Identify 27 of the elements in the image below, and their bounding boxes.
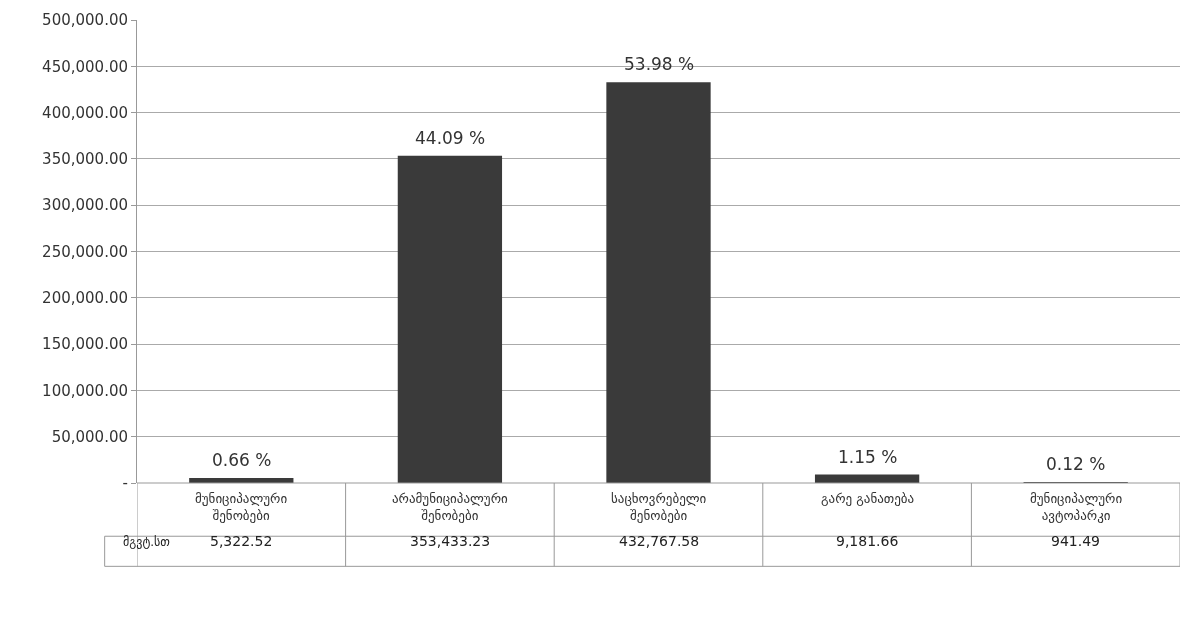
y-tick-label: 250,000.00	[42, 242, 128, 261]
data-label: 941.49	[1051, 533, 1100, 549]
annotation: 1.15 %	[838, 447, 898, 467]
y-tick-label: -	[122, 474, 128, 493]
y-tick-label: 50,000.00	[51, 427, 128, 446]
x-tick-label: გარე განათება	[821, 491, 915, 506]
x-tick-label: მუნიციპალური შენობები	[195, 491, 288, 523]
data-label: 5,322.52	[210, 533, 273, 549]
y-tick-label: 150,000.00	[42, 335, 128, 354]
x-tick-label: საცხოვრებელი შენობები	[611, 491, 707, 523]
annotation: 44.09 %	[415, 128, 486, 148]
y-tick-label: 400,000.00	[42, 103, 128, 122]
x-tick-label: მუნიციპალური ავტოპარკი	[1030, 491, 1123, 523]
text: მგვტ.სთ	[123, 535, 171, 549]
annotation: 0.66 %	[212, 450, 272, 470]
y-tick-label: 500,000.00	[42, 11, 128, 30]
annotation: 0.12 %	[1046, 454, 1106, 474]
annotation: 53.98 %	[624, 54, 695, 74]
y-tick-label: 450,000.00	[42, 57, 128, 76]
x-tick-label: არამუნიციპალური შენობები	[392, 491, 508, 523]
data-label: 432,767.58	[619, 533, 700, 549]
y-tick-label: 300,000.00	[42, 196, 128, 215]
y-tick-label: 100,000.00	[42, 381, 128, 400]
y-tick-label: 350,000.00	[42, 150, 128, 169]
y-tick-label: 200,000.00	[42, 289, 128, 308]
data-label: 9,181.66	[836, 533, 899, 549]
data-label: 353,433.23	[410, 533, 491, 549]
